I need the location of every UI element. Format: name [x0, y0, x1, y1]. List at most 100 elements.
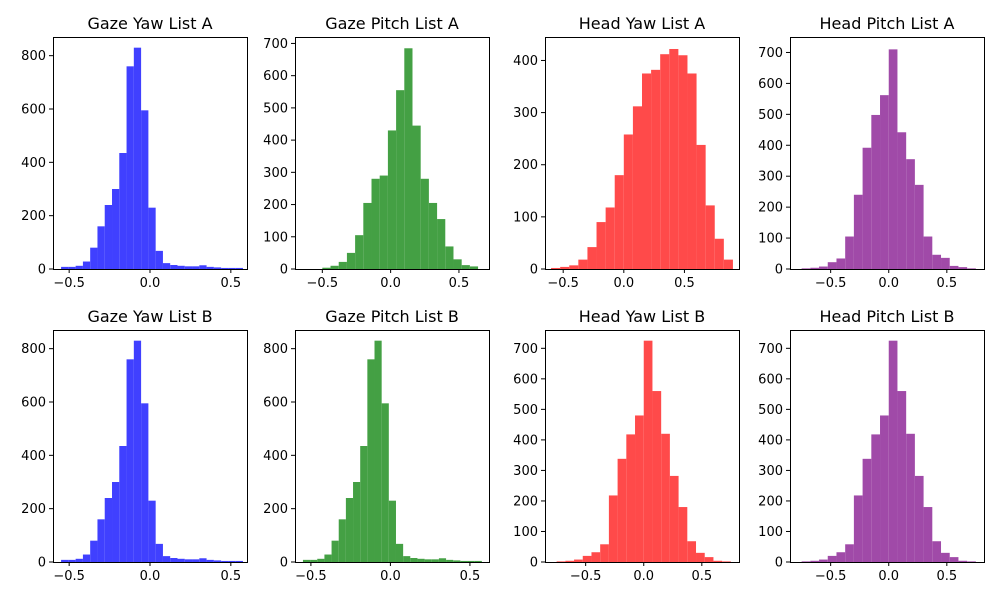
chart-8-bar: [880, 415, 889, 562]
chart-1-bar: [126, 66, 134, 269]
chart-5-bar: [184, 559, 193, 562]
chart-5-xtick-label: 0.5: [220, 569, 241, 584]
chart-2-bar: [379, 175, 388, 269]
chart-4-bar: [871, 114, 881, 269]
chart-2-bar: [387, 130, 397, 269]
chart-5: −0.5 0.0 0.5 0 200 400 600 800 Gaze Yaw List B: [21, 307, 248, 584]
chart-5-bar: [221, 560, 229, 562]
chart-7-bar: [574, 559, 583, 562]
chart-3-frame: [545, 37, 740, 270]
chart-3-bar: [660, 54, 670, 270]
chart-3-bar: [714, 238, 724, 269]
chart-5-ytick-label: 800: [21, 342, 46, 357]
chart-2-bar: [445, 246, 454, 269]
chart-8-xtick-label: 0.0: [878, 569, 899, 584]
chart-5-bar: [235, 560, 243, 562]
chart-8-bar: [923, 507, 933, 562]
chart-3-bar: [551, 267, 561, 269]
chart-1-xtick-label: 0.5: [220, 276, 241, 291]
chart-2: −0.5 0.0 0.5 0 100 200 300 400 500 600 700 Gaze Pit…: [263, 14, 490, 291]
chart-7-bar: [687, 541, 697, 562]
chart-4-bar: [880, 95, 889, 270]
chart-5-bar: [75, 558, 83, 562]
chart-7-bar: [661, 433, 670, 562]
chart-1-ytick-label: 200: [21, 209, 46, 224]
chart-5-bar: [162, 556, 171, 562]
chart-4-bar: [888, 49, 898, 270]
chart-6-bar: [395, 543, 404, 562]
chart-8-bar: [862, 458, 872, 562]
chart-8-ytick-label: 200: [758, 494, 783, 509]
chart-8-bar: [801, 561, 811, 562]
chart-6-bar: [467, 560, 475, 562]
chart-4-xtick-label: −0.5: [815, 276, 847, 291]
chart-8-bar: [932, 541, 942, 562]
chart-6-xtick-label: 0.0: [380, 569, 401, 584]
chart-8-ytick-label: 600: [758, 372, 783, 387]
chart-7-ytick-label: 700: [513, 342, 538, 357]
chart-8-bar: [897, 391, 907, 562]
chart-6-bar: [424, 559, 432, 562]
chart-3-ytick-label: 0: [530, 263, 538, 278]
chart-1-ytick-label: 0: [38, 263, 46, 278]
chart-6-bar: [310, 559, 318, 562]
chart-2-bar: [469, 266, 479, 269]
chart-6-bar: [410, 558, 418, 562]
chart-6-bar: [438, 558, 447, 562]
chart-3-xtick-label: 0.5: [674, 276, 695, 291]
chart-3-title: Head Yaw List A: [579, 14, 706, 33]
chart-7-ytick-label: 0: [530, 556, 538, 571]
chart-2-bar: [346, 252, 356, 269]
chart-7-bar: [600, 544, 609, 562]
chart-6-bar: [353, 482, 361, 562]
chart-4-bar: [801, 268, 811, 269]
chart-7-ytick-label: 200: [513, 494, 538, 509]
chart-4-bar: [845, 236, 854, 269]
chart-8-ytick-label: 400: [758, 433, 783, 448]
chart-2-xtick-label: 0.0: [380, 276, 401, 291]
chart-1-bar: [133, 47, 142, 269]
chart-1-bar: [104, 205, 113, 269]
chart-2-bar: [412, 125, 421, 269]
chart-6-bar: [453, 560, 461, 562]
chart-8-ytick-label: 700: [758, 342, 783, 357]
chart-5-bar: [61, 559, 69, 562]
chart-8-title: Head Pitch List B: [820, 307, 955, 326]
chart-6-bar: [302, 559, 311, 562]
chart-4-frame: [790, 37, 985, 270]
chart-8-bar: [906, 433, 915, 562]
chart-7-ytick-label: 300: [513, 464, 538, 479]
chart-1-title: Gaze Yaw List A: [87, 14, 212, 33]
chart-3-bar: [587, 247, 597, 269]
chart-1-bar: [184, 266, 193, 269]
chart-7-xtick-label: 0.0: [633, 569, 654, 584]
chart-5-bar: [206, 559, 214, 562]
chart-7-frame: [545, 330, 740, 563]
chart-5-bar: [104, 498, 113, 562]
chart-5-bar: [148, 500, 156, 562]
chart-7-ytick-label: 500: [513, 403, 538, 418]
chart-4-ytick-label: 400: [758, 139, 783, 154]
chart-1-bar: [141, 110, 149, 269]
chart-8-frame: [790, 330, 985, 563]
chart-5-title: Gaze Yaw List B: [87, 307, 212, 326]
chart-6-bar: [331, 540, 339, 562]
chart-6-bar: [360, 446, 368, 562]
chart-7-bar: [652, 391, 662, 562]
chart-8-ytick-label: 300: [758, 464, 783, 479]
chart-7-xtick-label: 0.5: [691, 569, 712, 584]
chart-7-ytick-label: 600: [513, 372, 538, 387]
chart-3-bar: [569, 265, 579, 269]
chart-5-bar: [119, 446, 127, 562]
chart-1-bar: [221, 267, 229, 269]
chart-5-bar: [112, 482, 120, 562]
chart-1-bar: [61, 266, 69, 269]
chart-6-bar: [388, 500, 396, 562]
chart-4-bar: [949, 265, 959, 269]
chart-7-bar: [556, 561, 566, 562]
chart-7-ytick-label: 100: [513, 525, 538, 540]
chart-2-frame: [295, 37, 490, 270]
chart-6-bar: [446, 559, 454, 562]
chart-1-bar: [155, 250, 163, 269]
